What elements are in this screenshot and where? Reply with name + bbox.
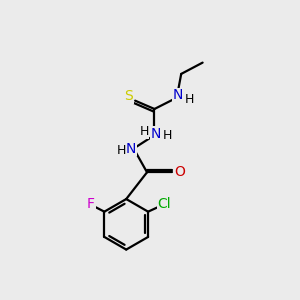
Text: Cl: Cl <box>158 197 171 211</box>
Text: N: N <box>173 88 183 102</box>
Text: F: F <box>87 197 95 211</box>
Text: H: H <box>184 93 194 106</box>
Text: H: H <box>162 129 172 142</box>
Text: O: O <box>174 165 185 179</box>
Text: N: N <box>125 142 136 155</box>
Text: S: S <box>124 89 133 103</box>
Text: N: N <box>151 127 161 141</box>
Text: H: H <box>140 125 149 138</box>
Text: H: H <box>116 143 126 157</box>
